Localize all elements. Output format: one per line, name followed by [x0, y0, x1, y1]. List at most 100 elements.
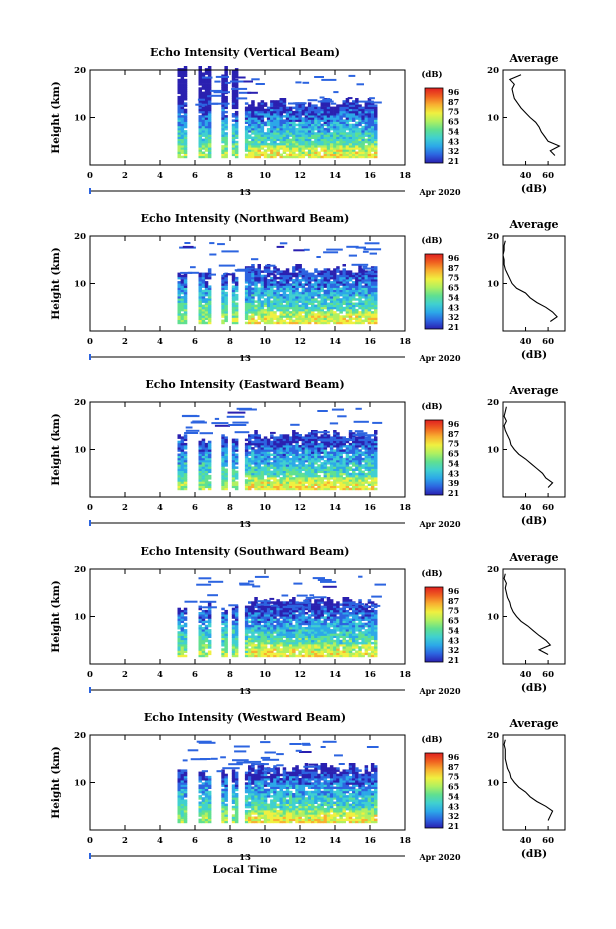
heatmap-cell: [180, 127, 185, 131]
heatmap-cell: [358, 127, 362, 131]
heatmap-cell: [257, 629, 261, 632]
heatmap-cell: [301, 654, 306, 658]
heatmap-cell: [244, 276, 249, 280]
heatmap-cell: [285, 434, 290, 437]
heatmap-cell: [279, 462, 283, 465]
heatmap-cell: [311, 313, 315, 316]
heatmap-cell: [183, 289, 188, 293]
heatmap-cell: [361, 140, 365, 144]
heatmap-cell: [285, 315, 290, 318]
heatmap-cell: [177, 308, 181, 312]
heatmap-cell: [257, 434, 261, 437]
heatmap-cell: [263, 279, 268, 282]
heatmap-cell: [374, 464, 378, 467]
heatmap-cell: [292, 432, 296, 435]
heatmap-cell: [301, 321, 306, 325]
heatmap-cell: [231, 142, 236, 146]
heatmap-cell: [273, 641, 277, 645]
heatmap-cell: [177, 468, 181, 471]
heatmap-cell: [273, 281, 277, 284]
heatmap-cell: [257, 317, 261, 320]
heatmap-cell: [285, 451, 290, 454]
heatmap-streak: [293, 249, 305, 252]
heatmap-cell: [201, 304, 206, 308]
heatmap-cell: [276, 147, 280, 150]
heatmap-cell: [367, 466, 372, 469]
heatmap-cell: [254, 432, 258, 435]
heatmap-cell: [231, 313, 236, 316]
heatmap-cell: [260, 281, 265, 284]
heatmap-cell: [270, 627, 274, 630]
heatmap-cell: [329, 472, 334, 476]
heatmap-cell: [254, 142, 258, 146]
heatmap-cell: [355, 138, 359, 142]
heatmap-cell: [180, 93, 185, 97]
heatmap-cell: [224, 440, 228, 444]
heatmap-cell: [266, 631, 271, 634]
heatmap-cell: [248, 147, 252, 150]
heatmap-cell: [289, 438, 293, 442]
heatmap-cell: [352, 113, 356, 116]
heatmap-cell: [177, 644, 181, 647]
heatmap-cell: [251, 474, 255, 478]
heatmap-cell: [323, 151, 328, 154]
heatmap-cell: [273, 652, 277, 656]
heatmap-cell: [317, 302, 321, 305]
heatmap-cell: [336, 449, 340, 452]
heatmap-cell: [183, 291, 188, 295]
heatmap-cell: [183, 442, 188, 446]
heatmap-cell: [266, 321, 271, 325]
heatmap-cell: [364, 106, 369, 110]
heatmap-cell: [263, 609, 268, 613]
heatmap-cell: [266, 464, 271, 467]
heatmap-cell: [326, 153, 331, 157]
heatmap-cell: [307, 125, 312, 129]
heatmap-cell: [317, 127, 321, 131]
heatmap-cell: [180, 298, 185, 301]
heatmap-cell: [336, 477, 340, 480]
heatmap-cell: [311, 130, 315, 133]
heatmap-cell: [198, 293, 202, 297]
heatmap-cell: [204, 308, 209, 312]
heatmap-cell: [177, 119, 181, 122]
heatmap-cell: [289, 453, 293, 456]
heatmap-cell: [234, 302, 239, 305]
heatmap-cell: [311, 317, 315, 320]
heatmap-cell: [289, 319, 293, 323]
heatmap-cell: [367, 462, 372, 465]
heatmap-cell: [370, 106, 375, 110]
heatmap-cell: [314, 308, 318, 312]
heatmap-cell: [177, 155, 181, 159]
heatmap-cell: [266, 451, 271, 454]
heatmap-cell: [298, 474, 302, 478]
heatmap-cell: [270, 436, 274, 439]
heatmap-cell: [270, 130, 274, 133]
heatmap-cell: [177, 151, 181, 154]
heatmap-cell: [279, 483, 283, 486]
heatmap-cell: [364, 279, 369, 282]
heatmap-cell: [374, 132, 378, 135]
heatmap-cell: [201, 127, 206, 131]
heatmap-cell: [348, 130, 353, 133]
heatmap-cell: [320, 115, 324, 118]
heatmap-cell: [320, 142, 324, 146]
heatmap-cell: [279, 601, 283, 604]
heatmap-cell: [204, 317, 209, 320]
heatmap-cell: [257, 140, 261, 144]
heatmap-cell: [180, 485, 185, 489]
heatmap-cell: [333, 474, 337, 478]
heatmap-cell: [358, 142, 362, 146]
heatmap-cell: [298, 468, 302, 471]
heatmap-cell: [298, 313, 302, 316]
heatmap-cell: [311, 462, 315, 465]
heatmap-cell: [314, 268, 318, 271]
heatmap-cell: [358, 459, 362, 463]
heatmap-streak: [355, 407, 362, 410]
heatmap-cell: [352, 470, 356, 474]
heatmap-cell: [263, 629, 268, 632]
heatmap-cell: [244, 453, 249, 456]
heatmap-cell: [273, 605, 277, 609]
heatmap-cell: [183, 72, 188, 75]
heatmap-cell: [333, 313, 337, 316]
heatmap-cell: [263, 266, 268, 269]
